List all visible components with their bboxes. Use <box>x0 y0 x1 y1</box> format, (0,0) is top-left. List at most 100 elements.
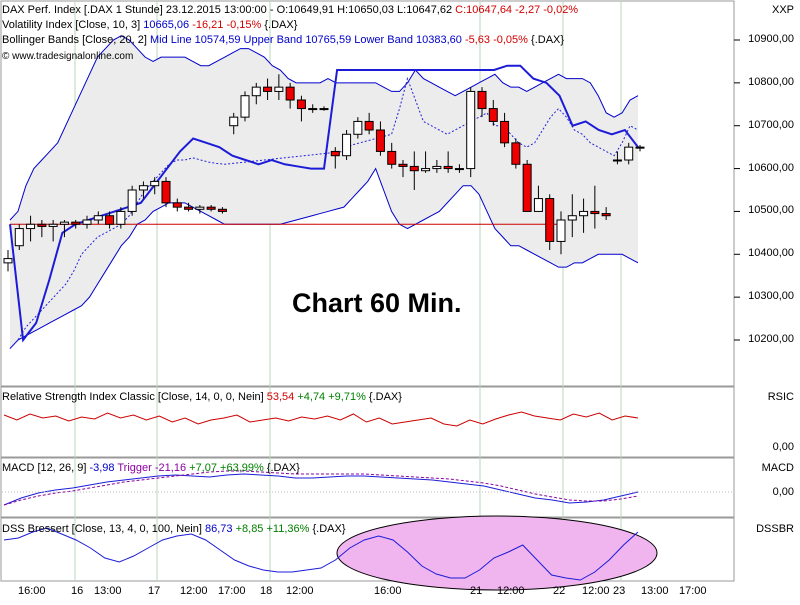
candle-down <box>296 99 306 110</box>
main-title-line: DAX Perf. Index [.DAX 1 Stunde] 23.12.20… <box>2 4 578 17</box>
candle-down <box>330 150 340 157</box>
candle-up <box>26 223 36 230</box>
y-tick-label: 10300,00 <box>748 290 794 303</box>
rsi-title: Relative Strength Index Classic [Close, … <box>2 391 264 403</box>
candle-up <box>432 165 442 170</box>
candle-down <box>522 163 532 212</box>
x-tick-label: 22 <box>553 585 566 597</box>
dss-highlight-ellipse <box>336 515 658 591</box>
macd-change: +7,07 +63,99% <box>189 462 264 474</box>
x-tick-label: 12:00 <box>286 585 314 597</box>
macd-legend: MACD [12, 26, 9] -3,98 Trigger -21,16 +7… <box>2 462 300 475</box>
candle-down <box>488 108 498 122</box>
x-tick-label: 17 <box>148 585 161 597</box>
rsi-tail: {.DAX} <box>368 391 402 403</box>
candle-up <box>353 120 363 135</box>
candle-up <box>556 219 566 242</box>
candle-up <box>195 206 205 210</box>
x-tick-label: 12:00 <box>582 585 610 597</box>
volatility-legend: Volatility Index [Close, 10, 3] 10665,06… <box>2 19 297 32</box>
candle-down <box>375 129 385 152</box>
candle-down <box>172 202 182 208</box>
macd-series <box>2 470 734 506</box>
candle-up <box>454 168 464 171</box>
bollinger-bands <box>9 35 639 349</box>
vol-title: Volatility Index [Close, 10, 3] <box>2 19 141 31</box>
candle-down <box>545 198 555 242</box>
bb-lower-line <box>9 167 639 349</box>
dss-change: +8,85 +11,36% <box>235 523 310 535</box>
x-tick-label: 21 <box>470 585 483 597</box>
volatility-line <box>9 64 639 343</box>
x-tick-label: 23 <box>613 585 626 597</box>
x-tick-label: 17:00 <box>218 585 246 597</box>
macd-value: -3,98 <box>89 462 115 474</box>
rsi-legend: Relative Strength Index Classic [Close, … <box>2 391 402 404</box>
candle-down <box>387 150 397 165</box>
rsi-axis-tick: 0,00 <box>772 441 794 453</box>
y-tick-label: 10900,00 <box>748 33 794 45</box>
vol-value: 10665,06 <box>143 19 190 31</box>
bb-band-fill <box>10 35 638 349</box>
dss-line <box>3 527 639 581</box>
y-tick-label: 10400,00 <box>748 247 794 260</box>
vol-tail: {.DAX} <box>264 19 298 31</box>
x-tick-label: 13:00 <box>94 585 122 597</box>
x-tick-label: 12:00 <box>497 585 525 597</box>
x-tick-label: 17:00 <box>679 585 707 597</box>
candle-down <box>635 146 645 149</box>
x-tick-label: 16:00 <box>374 585 402 597</box>
rsi-series <box>3 411 639 427</box>
bb-upper-line <box>9 35 639 221</box>
candle-up <box>308 108 318 111</box>
bb-change: -5,63 -0,05% <box>464 34 528 46</box>
macd-trigger: Trigger <box>117 462 152 474</box>
candle-down <box>37 223 47 227</box>
candle-up <box>138 185 148 191</box>
candle-down <box>511 142 521 165</box>
candle-up <box>82 219 92 225</box>
macd-axis-title: MACD <box>761 462 794 474</box>
macd-axis-tick: 0,00 <box>772 486 794 498</box>
y-tick-label: 10500,00 <box>748 204 794 217</box>
bb-tail: {.DAX} <box>531 34 565 46</box>
candle-up <box>150 180 160 187</box>
candle-up <box>579 210 589 217</box>
site-credit[interactable]: © www.tradesignalonline.com <box>2 51 134 62</box>
candle-up <box>567 215 577 221</box>
rsi-value: 53,54 <box>266 391 295 403</box>
main-close: C:10647,64 -2,27 -0,02% <box>455 4 579 16</box>
candle-down <box>590 210 600 215</box>
y-tick-label: 10800,00 <box>748 75 794 88</box>
bb-title: Bollinger Bands [Close, 20, 2] <box>2 34 147 46</box>
price-axis-title: XXP <box>771 4 794 16</box>
candle-up <box>342 133 352 157</box>
y-tick-label: 10700,00 <box>748 118 794 131</box>
dss-legend: DSS Bressert [Close, 13, 4, 0, 100, Nein… <box>2 523 346 536</box>
candle-down <box>601 213 611 217</box>
x-tick-label: 16 <box>71 585 84 597</box>
candle-down <box>206 206 216 210</box>
candle-down <box>71 221 81 225</box>
candle-down <box>161 180 171 204</box>
candle-up <box>116 210 126 225</box>
candle-up <box>14 228 24 247</box>
bollinger-legend: Bollinger Bands [Close, 20, 2] Mid Line … <box>2 34 564 47</box>
candle-up <box>229 116 239 127</box>
candle-up <box>3 258 13 264</box>
candle-down <box>217 208 227 212</box>
macd-line <box>3 473 639 506</box>
x-tick-label: 12:00 <box>180 585 208 597</box>
candle-down <box>263 86 273 92</box>
macd-trigger-value: -21,16 <box>154 462 187 474</box>
candle-up <box>612 159 622 162</box>
dss-value: 86,73 <box>205 523 233 535</box>
rsi-change: +4,74 +9,71% <box>297 391 366 403</box>
dss-tail: {.DAX} <box>312 523 346 535</box>
candle-up <box>421 168 431 172</box>
x-tick-label: 13:00 <box>641 585 669 597</box>
candle-up <box>319 108 329 111</box>
rsi-axis-title: RSIC <box>767 391 794 403</box>
